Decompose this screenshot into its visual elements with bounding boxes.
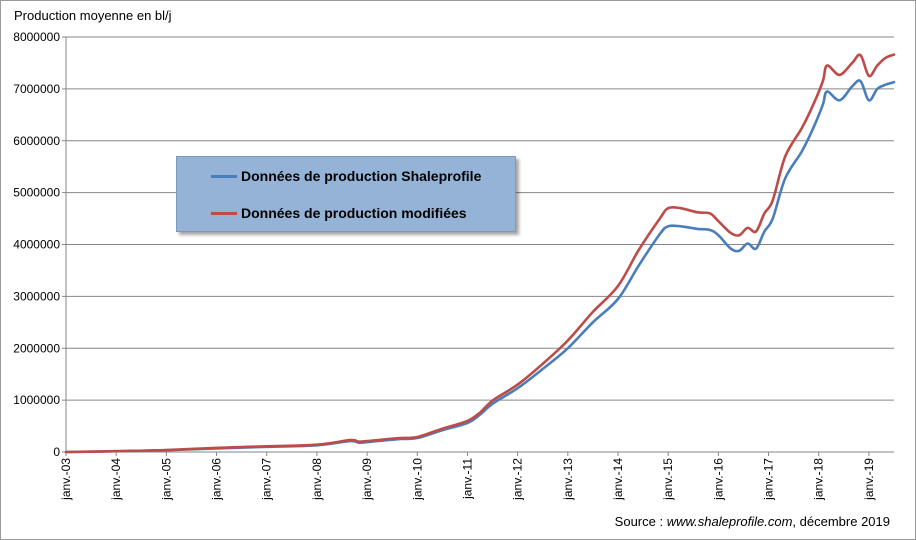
y-axis-title: Production moyenne en bl/j bbox=[14, 8, 172, 23]
x-tick-label: janv.-12 bbox=[511, 458, 525, 501]
source-prefix: Source : bbox=[614, 514, 667, 529]
y-tick-label: 1000000 bbox=[13, 393, 60, 407]
x-tick-label: janv.-06 bbox=[210, 458, 224, 501]
series-line-modified bbox=[64, 53, 896, 454]
legend-swatch-modified bbox=[211, 211, 237, 215]
y-tick-label: 6000000 bbox=[13, 134, 60, 148]
legend-label-shaleprofile: Données de production Shaleprofile bbox=[241, 168, 482, 184]
legend-swatch-shaleprofile bbox=[211, 174, 237, 178]
x-tick-label: janv.-07 bbox=[260, 458, 274, 501]
x-tick-label: janv.-17 bbox=[762, 458, 776, 501]
source-note: Source : www.shaleprofile.com, décembre … bbox=[615, 514, 890, 529]
y-tick-label: 2000000 bbox=[13, 341, 60, 355]
legend-label-modified: Données de production modifiées bbox=[241, 205, 467, 221]
x-tick-label: janv.-16 bbox=[711, 458, 725, 501]
x-tick-label: janv.-19 bbox=[862, 458, 876, 501]
source-suffix: , décembre 2019 bbox=[792, 514, 890, 529]
legend-item-shaleprofile: Données de production Shaleprofile bbox=[211, 166, 481, 186]
x-tick-label: janv.-10 bbox=[410, 458, 424, 501]
y-tick-label: 3000000 bbox=[13, 289, 60, 303]
x-tick-label: janv.-18 bbox=[812, 458, 826, 501]
legend-item-modified: Données de production modifiées bbox=[211, 203, 467, 223]
x-tick-label: janv.-13 bbox=[561, 458, 575, 501]
x-tick-label: janv.-15 bbox=[661, 458, 675, 501]
series-line-shaleprofile bbox=[64, 79, 896, 454]
legend: Données de production Shaleprofile Donné… bbox=[176, 156, 516, 232]
x-tick-label: janv.-03 bbox=[59, 458, 73, 501]
x-tick-label: janv.-11 bbox=[460, 458, 474, 500]
y-tick-label: 5000000 bbox=[13, 186, 60, 200]
y-tick-label: 4000000 bbox=[13, 238, 60, 252]
y-tick-label: 8000000 bbox=[13, 30, 60, 44]
x-tick-label: janv.-05 bbox=[159, 458, 173, 501]
x-tick-label: janv.-04 bbox=[109, 458, 123, 501]
y-tick-label: 0 bbox=[53, 445, 60, 459]
x-tick-label: janv.-09 bbox=[360, 458, 374, 501]
source-site: www.shaleprofile.com bbox=[666, 514, 793, 529]
y-tick-label: 7000000 bbox=[13, 82, 60, 96]
x-tick-label: janv.-14 bbox=[611, 458, 625, 501]
x-tick-label: janv.-08 bbox=[310, 458, 324, 501]
